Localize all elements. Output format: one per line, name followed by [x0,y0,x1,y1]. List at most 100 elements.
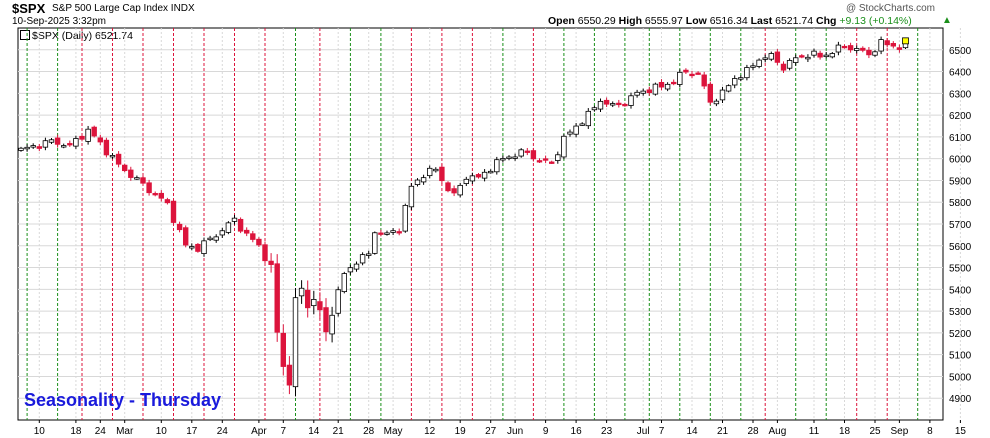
candle [823,52,829,59]
candle [585,108,591,129]
x-tick-label: Jul [637,426,650,437]
candle [896,44,903,53]
x-tick-label: 11 [809,426,820,437]
candle [109,152,116,159]
candle [426,165,433,179]
x-tick-label: Mar [116,426,134,437]
candle-body [768,53,774,60]
candle-body [250,233,256,240]
candle-body [585,110,591,127]
candle-body [854,48,860,51]
candle-body [610,103,616,106]
candle [268,253,274,273]
candle-body [756,59,762,67]
candle [414,178,421,187]
candle [97,134,103,146]
candle [353,261,360,272]
candle-body [463,178,469,184]
x-tick-label: 7 [659,426,665,437]
candle [24,144,30,152]
x-tick-label: Sep [891,426,909,437]
candle-body [195,243,201,252]
candle [176,221,183,233]
candle [219,227,225,239]
candle-body [134,177,140,180]
candle [408,183,415,211]
candle [122,163,128,173]
last-label: Last [750,15,773,27]
candle-body [701,74,707,87]
candle-body [18,147,24,151]
candle-body [164,199,171,204]
candle [54,134,61,148]
candle [500,155,506,163]
y-tick-label: 4900 [949,394,972,405]
candle-body [122,164,128,172]
x-tick-label: 19 [455,426,467,437]
candle [103,137,110,158]
candle [280,324,286,376]
candle [42,137,49,151]
candle [549,160,555,164]
candle [750,62,756,71]
x-tick-label: Apr [251,426,267,437]
candle [402,203,408,233]
candle-body [542,158,549,161]
candle [201,237,207,257]
candle-body [323,307,329,333]
candle-body [341,273,347,293]
candle [463,176,469,187]
candle-body [890,43,896,47]
seasonality-label: Seasonality - Thursday [24,390,222,410]
candle [164,197,171,205]
candle-body [109,155,116,158]
candle-body [353,263,360,270]
candle [518,148,524,158]
candle-body [445,182,451,192]
candle-body [500,158,506,161]
candle-body [378,232,384,235]
x-tick-label: 23 [601,426,613,437]
candle-body [420,177,427,183]
candle-body [579,123,585,126]
candle-body [555,154,561,161]
last-price-marker [902,37,909,45]
candle [732,75,738,89]
x-tick-label: 28 [747,426,759,437]
candle-body [695,72,701,75]
candle-body [591,107,598,111]
candle-body [189,246,195,249]
candle-body [115,153,122,165]
candle-body [372,232,378,254]
candle-body [219,230,225,236]
candle [30,143,36,149]
candle-body [433,168,439,172]
candle [372,231,378,255]
candle [384,230,390,236]
low-label: Low [685,15,707,27]
candle [365,250,372,259]
chg-label: Chg [816,15,837,27]
candle [738,75,744,82]
candle [646,86,652,96]
candle-body [97,137,103,143]
x-tick-label: 24 [95,426,107,437]
candle-body [243,229,250,234]
x-tick-label: 21 [717,426,729,437]
candle-body [530,150,537,160]
candle [469,172,476,185]
candle-body [750,65,756,68]
candle [335,286,341,317]
candle-body [549,161,555,164]
candle-body [487,170,494,174]
candle [811,48,817,58]
candle [591,105,598,112]
candle-body [677,71,683,85]
candle [506,155,512,161]
candle [243,227,250,237]
y-tick-label: 6500 [949,46,972,57]
candle [799,54,805,59]
candle-body [298,287,305,297]
x-tick-label: 14 [308,426,320,437]
candle [829,51,835,59]
